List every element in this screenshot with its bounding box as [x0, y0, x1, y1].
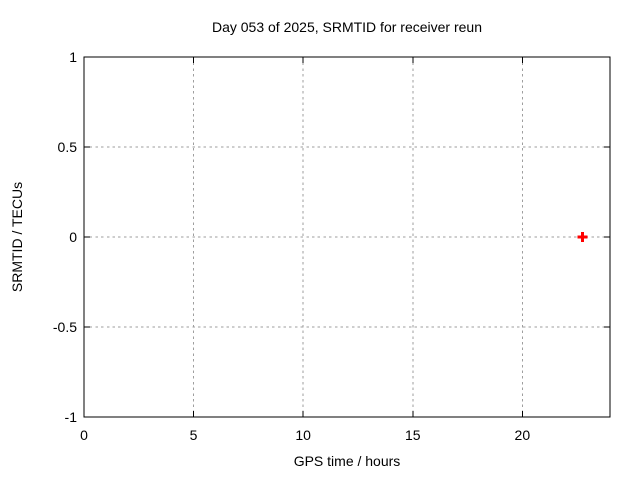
x-axis-label: GPS time / hours	[293, 453, 401, 469]
y-tick-label: 0	[69, 229, 77, 245]
y-tick-label: -0.5	[53, 319, 77, 335]
x-tick-label: 15	[405, 427, 421, 443]
x-tick-label: 5	[190, 427, 198, 443]
x-tick-label: 0	[80, 427, 88, 443]
y-tick-label: 1	[69, 49, 77, 65]
y-tick-label: 0.5	[58, 139, 78, 155]
chart-title: Day 053 of 2025, SRMTID for receiver reu…	[211, 19, 482, 35]
x-tick-label: 20	[515, 427, 531, 443]
x-tick-label: 10	[295, 427, 311, 443]
y-tick-label: -1	[65, 409, 78, 425]
